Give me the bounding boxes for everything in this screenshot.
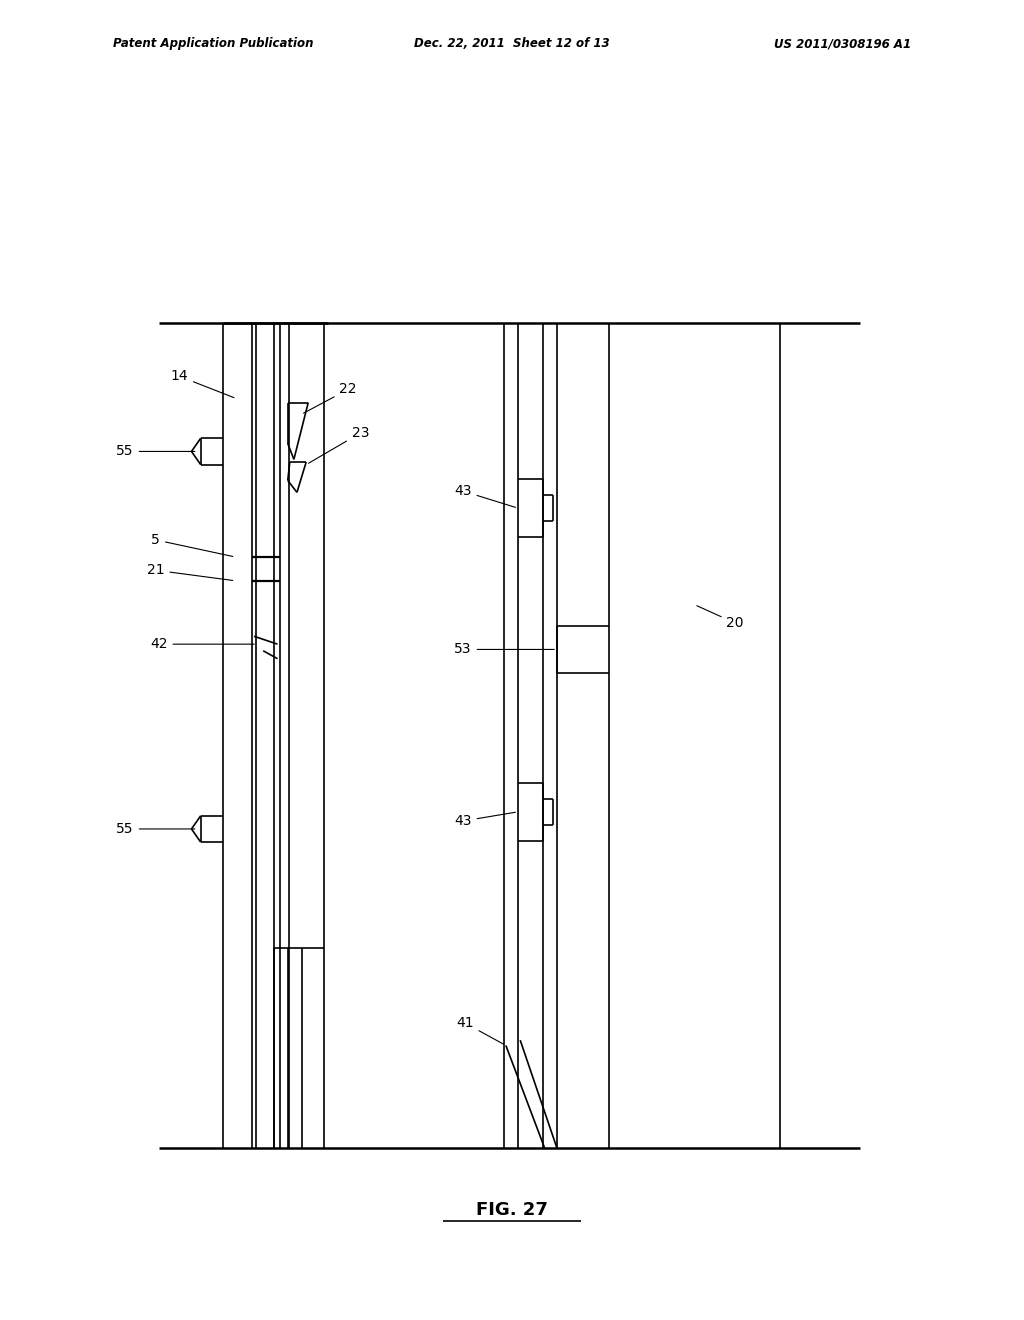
Text: Patent Application Publication: Patent Application Publication (113, 37, 313, 50)
Text: FIG. 27: FIG. 27 (476, 1201, 548, 1220)
Text: 14: 14 (170, 370, 233, 397)
Text: 22: 22 (303, 383, 357, 413)
Text: 23: 23 (308, 426, 370, 463)
Text: 55: 55 (116, 822, 195, 836)
Text: 5: 5 (152, 533, 232, 557)
Text: 55: 55 (116, 445, 195, 458)
Text: Dec. 22, 2011  Sheet 12 of 13: Dec. 22, 2011 Sheet 12 of 13 (414, 37, 610, 50)
Text: 41: 41 (456, 1016, 504, 1044)
Text: 43: 43 (454, 812, 515, 828)
Text: 21: 21 (146, 564, 232, 581)
Text: US 2011/0308196 A1: US 2011/0308196 A1 (774, 37, 911, 50)
Text: 42: 42 (150, 638, 254, 651)
Text: 53: 53 (454, 643, 554, 656)
Text: 20: 20 (696, 606, 744, 630)
Text: 43: 43 (454, 484, 515, 507)
